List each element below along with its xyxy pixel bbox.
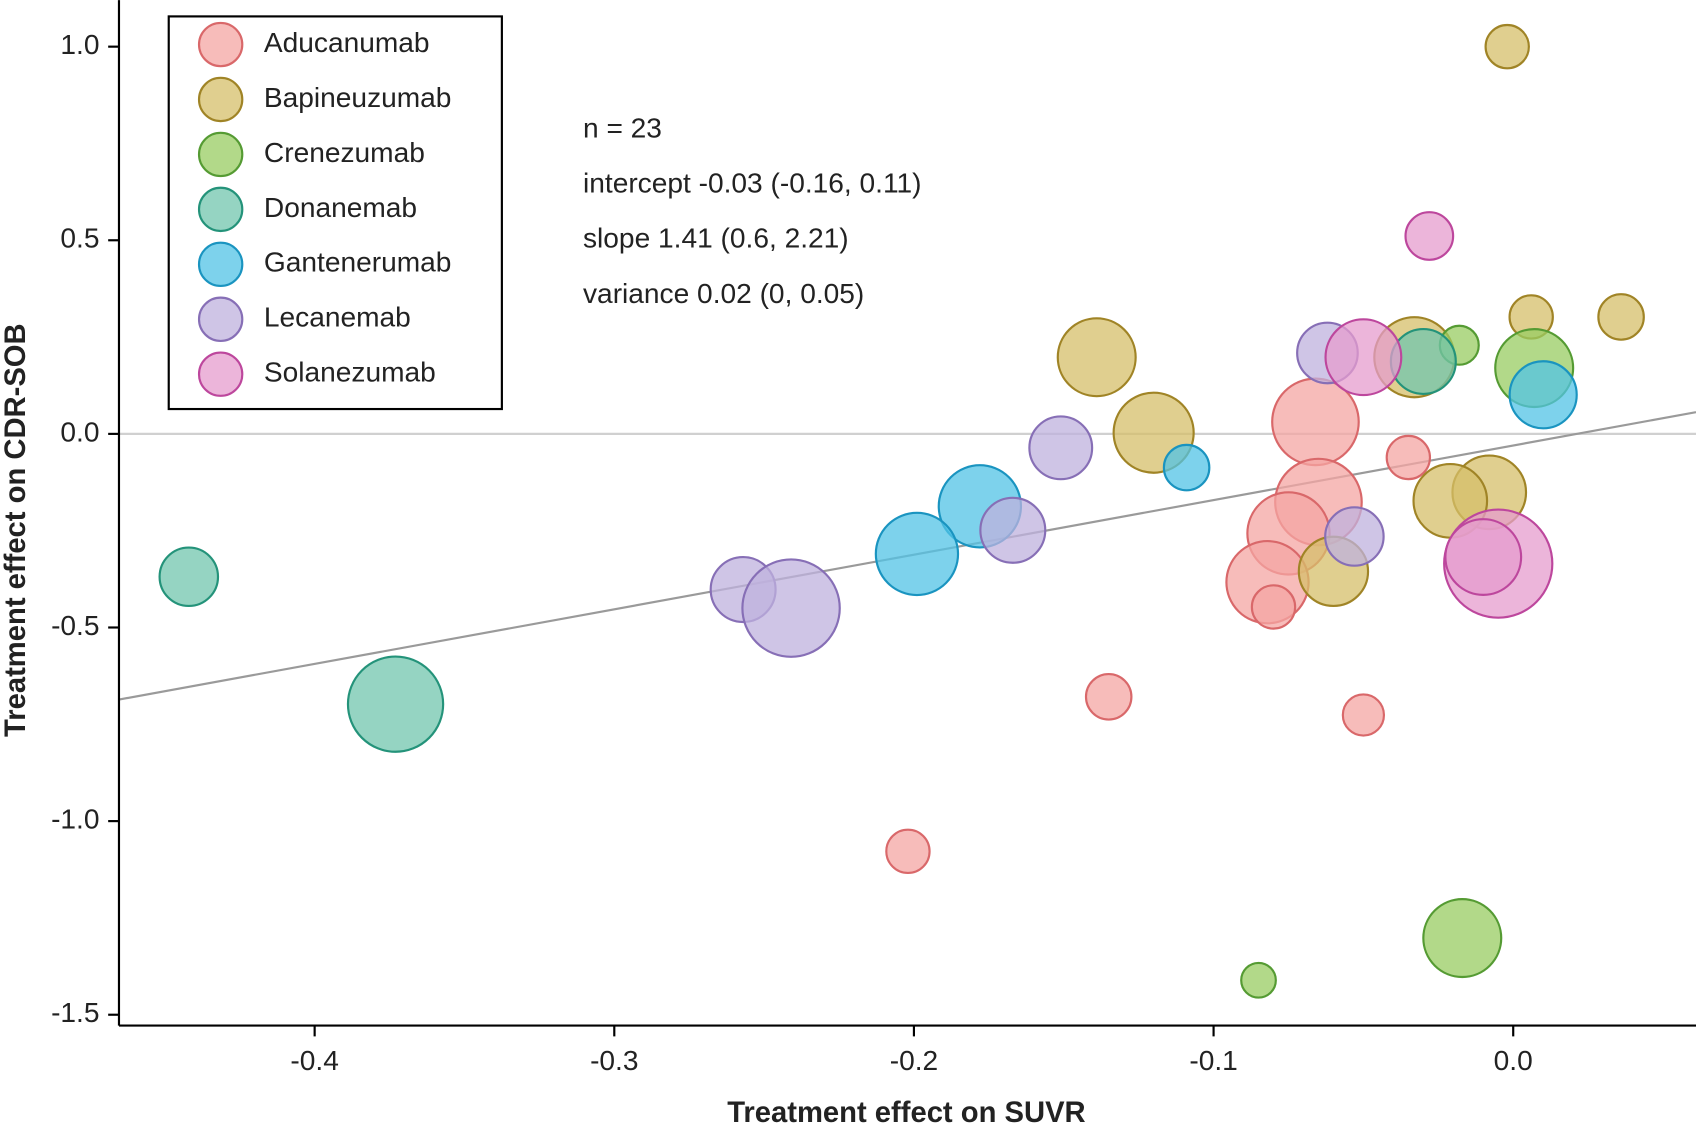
legend-swatch	[197, 21, 244, 68]
bubble	[1084, 673, 1133, 721]
x-tick-label: -0.3	[590, 1045, 638, 1076]
bubble	[1056, 317, 1137, 398]
bubble	[1324, 318, 1403, 397]
x-axis-title: Treatment effect on SUVR	[727, 1097, 1085, 1129]
legend: Aducanumab Bapineuzumab Crenezumab Donanema…	[167, 15, 503, 411]
annotation: variance 0.02 (0, 0.05)	[583, 278, 864, 309]
legend-label: Donanemab	[264, 192, 417, 223]
y-tick-label: -1.5	[51, 997, 99, 1028]
y-tick-label: 0.5	[60, 223, 99, 254]
bubble	[1162, 443, 1211, 492]
legend-label: Bapineuzumab	[264, 82, 452, 113]
legend-label: Crenezumab	[264, 137, 425, 168]
legend-swatch	[197, 186, 244, 233]
bubble	[1240, 961, 1277, 999]
legend-swatch	[197, 76, 244, 123]
bubble	[1404, 211, 1455, 261]
bubble	[1422, 898, 1503, 979]
y-tick-label: -0.5	[51, 610, 99, 641]
legend-label: Gantenerumab	[264, 247, 452, 278]
y-axis-title: Treatment effect on CDR-SOB	[0, 323, 32, 737]
bubble	[1250, 584, 1297, 630]
legend-label: Lecanemab	[264, 302, 411, 333]
bubble	[1508, 360, 1578, 430]
annotation: n = 23	[583, 112, 662, 143]
bubble	[346, 655, 445, 753]
bubble	[874, 511, 960, 597]
bubble	[1484, 23, 1530, 70]
annotation: slope 1.41 (0.6, 2.21)	[583, 223, 849, 254]
x-tick-label: -0.2	[890, 1045, 938, 1076]
legend-label: Aducanumab	[264, 27, 430, 58]
bubble	[1385, 434, 1432, 481]
bubble	[885, 828, 931, 875]
y-tick-label: 1.0	[60, 29, 99, 60]
legend-swatch	[197, 351, 244, 397]
bubble	[1444, 518, 1523, 596]
legend-label: Solanezumab	[264, 357, 436, 388]
bubble	[1341, 693, 1386, 737]
x-tick-label: 0.0	[1494, 1045, 1533, 1076]
y-tick-label: -1.0	[51, 804, 99, 835]
x-tick-label: -0.1	[1189, 1045, 1237, 1076]
bubble	[741, 558, 841, 658]
bubble	[1324, 506, 1385, 567]
legend-swatch	[197, 241, 244, 288]
bubble	[1597, 293, 1645, 341]
x-tick-label: -0.4	[290, 1045, 338, 1076]
legend-swatch	[197, 296, 244, 342]
bubble	[158, 546, 220, 608]
bubble	[979, 496, 1047, 564]
bubble	[1028, 415, 1094, 481]
y-tick-label: 0.0	[60, 416, 99, 447]
annotation: intercept -0.03 (-0.16, 0.11)	[583, 168, 922, 199]
legend-swatch	[197, 131, 244, 178]
